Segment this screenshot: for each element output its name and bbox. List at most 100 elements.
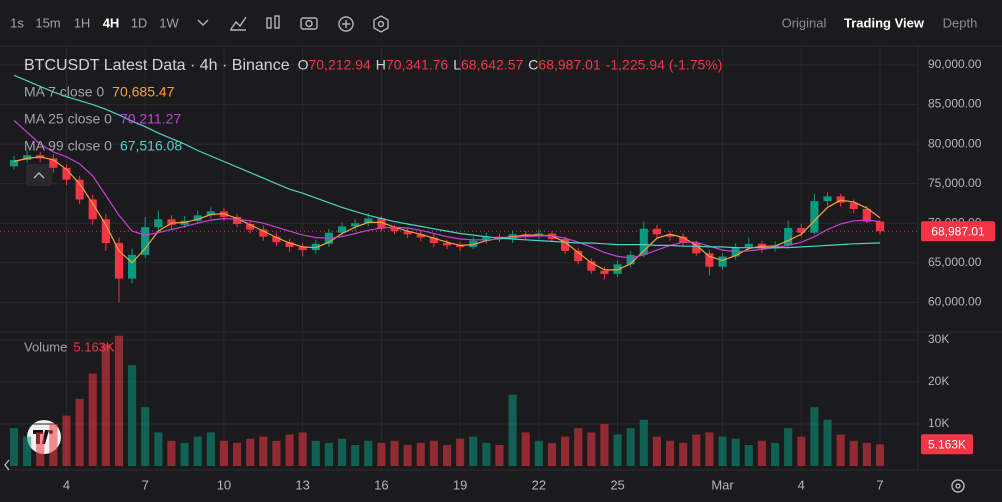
add-icon[interactable] — [338, 16, 354, 32]
interval-button[interactable]: 1W — [159, 15, 179, 30]
ma-legend-value: 67,516.08 — [120, 138, 182, 154]
candle-body — [665, 234, 675, 237]
interval-button[interactable]: 1s — [10, 15, 24, 30]
x-tick-label: 7 — [876, 477, 883, 492]
volume-bar — [429, 440, 438, 466]
volume-legend-name: Volume — [24, 339, 67, 354]
volume-bar — [679, 442, 688, 466]
volume-bar — [259, 436, 268, 466]
view-tab[interactable]: Trading View — [844, 15, 925, 30]
candle-body — [862, 208, 871, 222]
volume-bar — [141, 407, 150, 466]
y-tick-label: 90,000.00 — [928, 57, 982, 71]
candle-body — [652, 228, 662, 235]
volume-legend-value: 5.163K — [73, 339, 115, 354]
candles — [9, 150, 885, 303]
indicator-icon[interactable] — [230, 16, 247, 31]
volume-bar — [49, 423, 58, 466]
volume-bar — [547, 442, 557, 466]
candle-body — [613, 264, 622, 274]
volume-bar — [600, 423, 609, 466]
volume-tick-label: 30K — [928, 332, 949, 346]
view-tab[interactable]: Original — [782, 15, 827, 30]
scroll-left[interactable] — [4, 459, 10, 471]
volume-bar — [534, 440, 543, 466]
candle-body — [75, 179, 84, 200]
volume-bar — [23, 436, 32, 466]
volume-bar — [128, 365, 137, 466]
interval-button[interactable]: 15m — [35, 15, 60, 30]
volume-bars — [9, 335, 885, 466]
collapse-legend-button[interactable] — [26, 164, 52, 186]
candle-body — [784, 227, 793, 246]
last-price-label: 68,987.01 — [931, 224, 985, 238]
candle-body — [574, 250, 583, 262]
interval-button[interactable]: 4H — [103, 15, 120, 30]
candle-body — [311, 243, 320, 251]
volume-bar — [639, 419, 648, 466]
candle-body — [718, 256, 727, 267]
volume-bar — [770, 442, 780, 466]
ma-line — [13, 119, 881, 259]
volume-bar — [442, 444, 452, 466]
volume-bar — [403, 444, 412, 466]
candle-body — [429, 237, 438, 243]
volume-bar — [456, 438, 465, 466]
ma-line — [13, 156, 881, 271]
candle-body — [128, 254, 137, 279]
screenshot-icon[interactable] — [300, 17, 318, 30]
volume-bar — [469, 436, 478, 466]
settings-icon[interactable] — [373, 15, 389, 33]
volume-tick-label: 20K — [928, 374, 949, 388]
ohlc-value: 70,341.76 — [386, 57, 448, 73]
volume-bar — [482, 442, 491, 466]
candle-type-icon[interactable] — [266, 15, 280, 29]
candle-body — [692, 242, 701, 254]
volume-bar — [298, 432, 307, 466]
volume-bar — [324, 442, 333, 466]
candle-body — [232, 216, 242, 225]
ohlc-key: H — [376, 57, 386, 73]
ma-legend-name: MA 7 close 0 — [24, 84, 104, 100]
volume-bar — [744, 444, 753, 466]
ohlc-value: 70,212.94 — [308, 57, 370, 73]
ohlc-value: 68,987.01 — [538, 57, 600, 73]
volume-bar — [626, 428, 635, 466]
volume-tick-label: 10K — [928, 416, 949, 430]
volume-bar — [613, 434, 622, 466]
volume-bar — [311, 440, 320, 466]
last-volume-label: 5.163K — [928, 437, 966, 451]
ohlc-key: C — [528, 57, 538, 73]
interval-button[interactable]: 1H — [74, 15, 91, 30]
candle-body — [272, 236, 281, 243]
x-tick-label: Mar — [711, 477, 734, 492]
axis-settings-icon[interactable] — [951, 479, 965, 493]
candle-body — [403, 231, 412, 235]
candle-body — [875, 221, 885, 232]
volume-bar — [692, 434, 701, 466]
candle-body — [469, 240, 478, 247]
candle-body — [141, 227, 150, 255]
candle-body — [246, 224, 255, 230]
x-tick-label: 13 — [295, 477, 309, 492]
candle-body — [705, 253, 714, 267]
interval-dropdown[interactable] — [197, 19, 209, 26]
volume-bar — [495, 444, 504, 466]
volume-bar — [154, 432, 163, 466]
candle-body — [744, 243, 753, 247]
volume-bar — [36, 432, 45, 466]
candle-body — [797, 227, 806, 233]
interval-button[interactable]: 1D — [131, 15, 148, 30]
x-tick-label: 4 — [798, 477, 805, 492]
y-tick-label: 85,000.00 — [928, 97, 982, 111]
view-tab[interactable]: Depth — [943, 15, 978, 30]
ohlc-value: 68,642.57 — [461, 57, 523, 73]
candle-body — [193, 215, 202, 221]
candle-body — [600, 270, 609, 274]
x-tick-label: 10 — [217, 477, 231, 492]
volume-bar — [180, 442, 189, 466]
candle-body — [154, 219, 163, 228]
candle-body — [364, 218, 373, 224]
